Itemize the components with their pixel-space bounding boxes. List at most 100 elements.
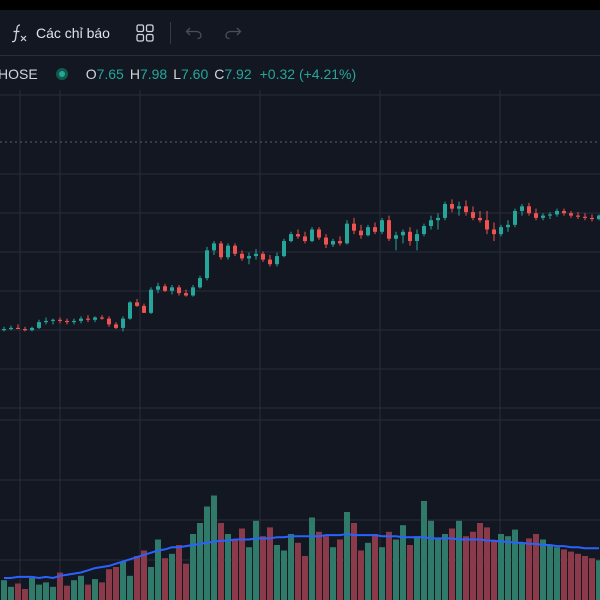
symbol-exchange[interactable]: HOSE bbox=[0, 66, 38, 82]
candle-body bbox=[429, 220, 433, 226]
candle-body bbox=[142, 305, 146, 313]
volume-bar bbox=[344, 512, 350, 600]
candle-body bbox=[149, 289, 153, 313]
function-icon[interactable] bbox=[8, 10, 30, 56]
candle-body bbox=[338, 241, 342, 244]
candle-body bbox=[282, 241, 286, 257]
volume-bar bbox=[267, 527, 273, 600]
candle-body bbox=[513, 210, 517, 225]
candle-body bbox=[65, 320, 69, 323]
candle-body bbox=[310, 229, 314, 242]
candle-body bbox=[380, 220, 384, 232]
volume-bar bbox=[50, 586, 56, 600]
candle-body bbox=[555, 210, 559, 215]
candle-body bbox=[247, 256, 251, 259]
volume-bar bbox=[414, 536, 420, 600]
volume-bar bbox=[120, 561, 126, 600]
candle-body bbox=[205, 250, 209, 279]
candle-body bbox=[387, 220, 391, 239]
volume-bar bbox=[78, 575, 84, 600]
volume-bar bbox=[8, 586, 14, 600]
price-volume-chart[interactable] bbox=[0, 90, 600, 600]
volume-bar bbox=[43, 582, 49, 600]
open-value: 7.65 bbox=[96, 66, 124, 82]
candle-body bbox=[534, 213, 538, 218]
volume-bar bbox=[232, 539, 238, 600]
indicators-button[interactable]: Các chỉ báo bbox=[36, 25, 110, 41]
volume-bar bbox=[582, 556, 588, 600]
open-key: O bbox=[85, 66, 97, 82]
candle-body bbox=[401, 231, 405, 236]
candle-body bbox=[23, 329, 27, 331]
volume-bar bbox=[141, 550, 147, 600]
candle-body bbox=[597, 215, 600, 220]
candle-body bbox=[121, 318, 125, 328]
volume-bar bbox=[246, 547, 252, 600]
candle-body bbox=[415, 234, 419, 242]
candle-body bbox=[233, 245, 237, 254]
candle-body bbox=[443, 204, 447, 218]
window-top-bar bbox=[0, 0, 600, 10]
grid-icon[interactable] bbox=[134, 10, 156, 56]
candle-body bbox=[394, 235, 398, 239]
candle-body bbox=[345, 223, 349, 244]
volume-bar bbox=[274, 545, 280, 600]
candle-body bbox=[219, 243, 223, 258]
volume-bar bbox=[456, 520, 462, 600]
volume-bar bbox=[365, 542, 371, 600]
candle-body bbox=[457, 206, 461, 209]
volume-bar bbox=[134, 556, 140, 600]
volume-bar bbox=[386, 531, 392, 600]
candle-body bbox=[79, 318, 83, 321]
candle-body bbox=[86, 318, 90, 320]
candle-body bbox=[478, 217, 482, 221]
volume-bar bbox=[155, 539, 161, 600]
redo-icon[interactable] bbox=[223, 10, 243, 56]
market-status-icon bbox=[55, 68, 68, 80]
candle-body bbox=[37, 322, 41, 328]
candle-body bbox=[93, 317, 97, 320]
volume-bar bbox=[449, 528, 455, 600]
volume-bar bbox=[484, 527, 490, 600]
candle-body bbox=[492, 229, 496, 235]
volume-bar bbox=[393, 539, 399, 600]
candle-body bbox=[317, 229, 321, 238]
volume-bar bbox=[57, 572, 63, 600]
candle-body bbox=[471, 212, 475, 218]
candle-body bbox=[366, 227, 370, 236]
chart-grid bbox=[0, 90, 600, 600]
volume-bar bbox=[498, 534, 504, 600]
volume-bar bbox=[596, 560, 600, 600]
undo-icon[interactable] bbox=[184, 10, 204, 56]
candle-body bbox=[289, 234, 293, 242]
candle-body bbox=[128, 302, 132, 319]
volume-bar bbox=[162, 558, 168, 600]
low-value: 7.60 bbox=[181, 66, 209, 82]
volume-bar bbox=[113, 567, 119, 600]
volume-bar bbox=[435, 538, 441, 600]
volume-bar bbox=[589, 558, 595, 600]
volume-bar bbox=[568, 551, 574, 600]
candle-body bbox=[450, 204, 454, 209]
candle-body bbox=[331, 241, 335, 245]
candle-body bbox=[226, 245, 230, 258]
volume-bar bbox=[71, 580, 77, 600]
candle-body bbox=[16, 327, 20, 330]
volume-bar bbox=[64, 585, 70, 600]
volume-bar bbox=[330, 547, 336, 600]
candle-body bbox=[100, 317, 104, 319]
candle-body bbox=[541, 215, 545, 218]
high-value: 7.98 bbox=[139, 66, 168, 82]
candle-body bbox=[583, 216, 587, 218]
volume-bar bbox=[176, 545, 182, 600]
volume-bar bbox=[197, 523, 203, 600]
volume-bar bbox=[491, 540, 497, 600]
volume-bar bbox=[260, 536, 266, 600]
volume-bar bbox=[519, 542, 525, 600]
candle-body bbox=[156, 286, 160, 290]
volume-bar bbox=[169, 553, 175, 600]
candle-body bbox=[261, 253, 265, 260]
candle-body bbox=[296, 234, 300, 237]
volume-bar bbox=[428, 520, 434, 600]
toolbar-separator bbox=[170, 22, 171, 44]
